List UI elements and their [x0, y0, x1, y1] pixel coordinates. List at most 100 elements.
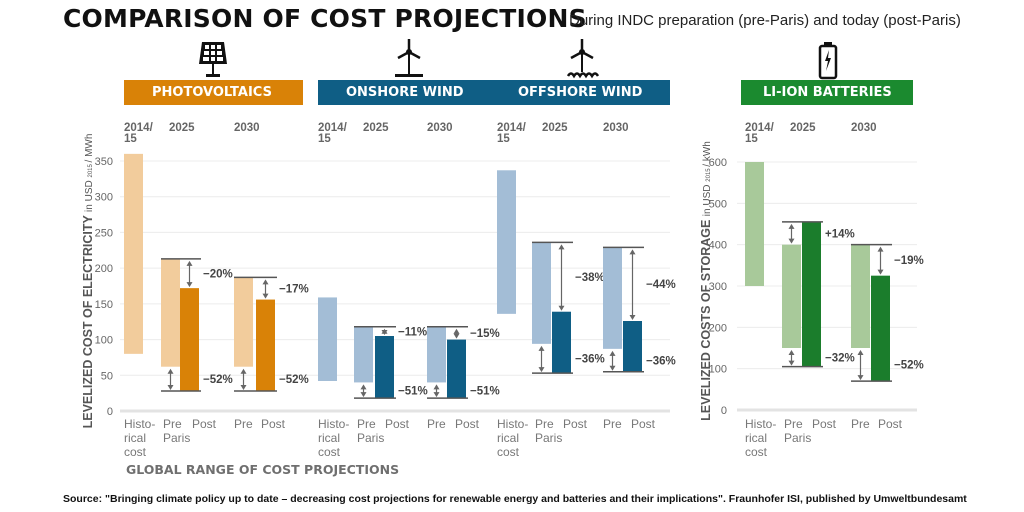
y-axis-label: LEVELIZED COSTS OF STORAGE in USD 2015 /… — [699, 141, 713, 421]
change-arrow-top — [788, 223, 795, 244]
change-arrow-top — [186, 260, 193, 288]
category-label-batteries: LI-ION BATTERIES — [763, 85, 892, 100]
y-tick-label: 300 — [95, 192, 113, 204]
solar-panel-icon — [199, 42, 227, 77]
year-label: 2014/15 — [745, 122, 775, 145]
x-category-label: Pre — [603, 417, 622, 431]
chart-subtitle: During INDC preparation (pre-Paris) and … — [569, 12, 961, 29]
change-arrow-top-head-bottom — [558, 305, 565, 311]
change-arrow-top — [453, 328, 460, 339]
wind-turbine-icon — [395, 39, 423, 77]
change-arrow-top-head-top — [788, 223, 795, 229]
change-arrow-top-head-bottom — [262, 293, 269, 299]
change-arrow-bottom — [538, 345, 545, 373]
x-axis-baseline — [737, 408, 917, 412]
x-category-label: Post — [878, 417, 903, 431]
bar-pre-paris — [427, 326, 446, 383]
y-tick-label: 150 — [95, 299, 113, 311]
y-tick-label: 200 — [95, 263, 113, 275]
change-arrow-bottom-head-bottom — [609, 365, 616, 371]
change-arrow-bottom — [857, 350, 864, 381]
change-arrow-top — [877, 246, 884, 275]
x-category-label: Histo-rical cost — [497, 417, 528, 459]
y-tick-label: 100 — [95, 335, 113, 347]
change-arrow-top-head-bottom — [186, 282, 193, 288]
bar-post-paris — [552, 311, 571, 374]
change-arrow-top-head-bottom — [381, 330, 388, 335]
bar-pre-paris — [532, 242, 551, 344]
x-category-label: Post — [261, 417, 286, 431]
category-band-batteries: LI-ION BATTERIES — [741, 80, 913, 105]
category-label-photovoltaics: PHOTOVOLTAICS — [152, 85, 272, 100]
x-category-label: Post — [631, 417, 656, 431]
y-tick-label: 400 — [709, 240, 727, 252]
y-axis-label: LEVELIZED COST OF ELECTRICITY in USD 201… — [81, 134, 95, 429]
change-arrow-bottom-head-top — [360, 384, 367, 390]
change-arrow-top — [558, 244, 565, 311]
year-label: 2014/15 — [497, 122, 527, 145]
bar-post-paris — [256, 299, 275, 391]
change-arrow-bottom — [360, 384, 367, 398]
change-label-top: −44% — [646, 279, 676, 291]
x-group-label: GLOBAL RANGE OF COST PROJECTIONS — [126, 462, 400, 477]
bar-pre-paris — [603, 247, 622, 349]
bar-post-paris — [623, 321, 642, 372]
y-tick-label: 600 — [709, 157, 727, 169]
change-arrow-top — [629, 249, 636, 320]
change-arrow-top — [381, 328, 388, 335]
year-label: 2025 — [542, 122, 568, 134]
x-category-label: Pre Paris — [784, 417, 811, 445]
x-category-label: Post — [812, 417, 837, 431]
change-arrow-top-head-top — [629, 249, 636, 255]
x-category-label: Post — [192, 417, 217, 431]
y-tick-label: 200 — [709, 322, 727, 334]
bar-historical — [497, 170, 516, 314]
change-arrow-bottom-head-bottom — [240, 385, 247, 390]
change-arrow-top-head-top — [262, 279, 269, 285]
change-label-bottom: −52% — [203, 374, 233, 386]
change-arrow-bottom-head-bottom — [788, 360, 795, 366]
bar-post-paris — [871, 275, 890, 382]
change-arrow-bottom-head-bottom — [538, 367, 545, 373]
x-category-label: Post — [455, 417, 480, 431]
change-label-top: −20% — [203, 269, 233, 281]
bar-pre-paris — [234, 277, 253, 367]
change-label-bottom: −36% — [575, 354, 605, 366]
year-label: 2030 — [603, 122, 629, 134]
x-axis-baseline — [120, 409, 670, 413]
change-arrow-top-head-bottom — [629, 315, 636, 320]
change-arrow-top-head-top — [453, 328, 460, 334]
year-label: 2025 — [169, 122, 195, 134]
change-arrow-bottom-head-top — [538, 345, 545, 351]
change-label-bottom: −52% — [279, 374, 309, 386]
y-tick-label: 0 — [107, 406, 113, 418]
x-category-label: Pre — [234, 417, 253, 431]
change-label-top: +14% — [825, 228, 855, 240]
x-category-label: Histo-rical cost — [124, 417, 155, 459]
chart-title: COMPARISON OF COST PROJECTIONS — [63, 4, 587, 33]
change-arrow-bottom-head-top — [609, 350, 616, 356]
change-arrow-top-head-bottom — [877, 269, 884, 275]
x-category-label: Pre Paris — [357, 417, 384, 445]
change-label-top: −17% — [279, 284, 309, 296]
bar-post-paris — [180, 288, 199, 391]
change-arrow-bottom-head-top — [433, 384, 440, 390]
category-label-onshore-wind: ONSHORE WIND — [346, 85, 464, 100]
y-tick-label: 350 — [95, 156, 113, 168]
bar-pre-paris — [851, 244, 870, 348]
bar-pre-paris — [782, 244, 801, 348]
bar-post-paris — [802, 221, 821, 367]
change-arrow-bottom — [788, 350, 795, 366]
change-arrow-top-head-top — [877, 246, 884, 252]
category-band-wind: ONSHORE WIND OFFSHORE WIND — [318, 80, 670, 105]
x-category-label: Histo-rical cost — [745, 417, 776, 459]
change-arrow-bottom-head-bottom — [360, 392, 367, 398]
change-arrow-bottom — [167, 368, 174, 390]
change-arrow-bottom-head-bottom — [167, 385, 174, 390]
x-category-label: Pre Paris — [163, 417, 190, 445]
x-category-label: Pre — [427, 417, 446, 431]
bar-pre-paris — [161, 258, 180, 367]
change-arrow-bottom-head-top — [167, 368, 174, 374]
change-arrow-bottom-head-bottom — [857, 375, 864, 381]
